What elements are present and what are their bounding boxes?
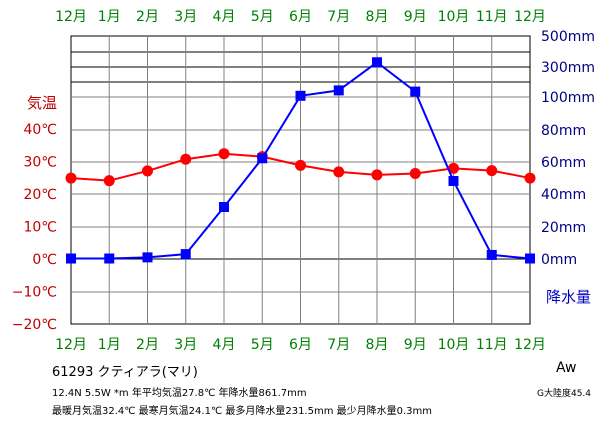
precip-tick-label: 0mm xyxy=(541,252,577,268)
precipitation-point xyxy=(180,249,191,260)
precip-tick-label: 500mm xyxy=(541,29,595,45)
month-label-bottom: 9月 xyxy=(404,337,427,353)
precipitation-point xyxy=(104,253,115,264)
month-label-bottom: 8月 xyxy=(366,337,389,353)
month-label-bottom: 10月 xyxy=(438,337,470,353)
station-name: 61293 クティアラ(マリ) xyxy=(52,365,198,380)
temperature-point xyxy=(333,166,345,178)
precip-tick-label: 20mm xyxy=(541,220,586,236)
precip-tick-label: 300mm xyxy=(541,60,595,76)
temperature-point xyxy=(524,172,536,184)
precipitation-point xyxy=(372,57,382,68)
precipitation-point xyxy=(525,253,535,264)
temp-tick-label: 40℃ xyxy=(23,122,57,138)
month-label-bottom: 12月 xyxy=(514,337,546,353)
precipitation-point xyxy=(333,85,344,96)
station-coords-summary: 12.4N 5.5W *m 年平均気温27.8℃ 年降水量861.7mm xyxy=(52,388,307,399)
month-label-top: 4月 xyxy=(213,9,236,25)
month-label-top: 12月 xyxy=(55,9,87,25)
temp-tick-label: −10℃ xyxy=(12,285,57,301)
month-label-top: 7月 xyxy=(327,9,350,25)
month-label-top: 9月 xyxy=(404,9,427,25)
month-label-top: 3月 xyxy=(174,9,197,25)
month-label-bottom: 3月 xyxy=(174,337,197,353)
temp-tick-label: 20℃ xyxy=(23,187,57,203)
precipitation-point xyxy=(410,86,421,97)
month-label-top: 5月 xyxy=(251,9,274,25)
temperature-point xyxy=(142,165,153,177)
temp-tick-label: 0℃ xyxy=(32,252,57,268)
temperature-point xyxy=(486,165,498,177)
precipitation-point xyxy=(295,90,306,101)
station-extremes-summary: 最暖月気温32.4℃ 最寒月気温24.1℃ 最多月降水量231.5mm 最少月降… xyxy=(52,406,433,417)
precipitation-point xyxy=(66,253,76,264)
temperature-point xyxy=(218,148,230,160)
month-label-bottom: 2月 xyxy=(136,337,159,353)
climate-classification: Aw xyxy=(556,360,577,376)
month-label-bottom: 5月 xyxy=(251,337,274,353)
month-label-bottom: 12月 xyxy=(55,337,87,353)
temperature-point xyxy=(180,153,192,165)
temperature-point xyxy=(371,169,383,181)
temperature-point xyxy=(409,168,421,180)
month-label-bottom: 6月 xyxy=(289,337,312,353)
temp-tick-label: 10℃ xyxy=(23,220,57,236)
month-label-bottom: 7月 xyxy=(327,337,350,353)
precipitation-point xyxy=(257,153,268,164)
precipitation-point xyxy=(219,202,229,212)
temp-axis-label: 気温 xyxy=(27,94,57,112)
temperature-point xyxy=(295,159,306,171)
precipitation-point xyxy=(448,176,459,186)
month-label-bottom: 11月 xyxy=(476,337,508,353)
temp-tick-label: −20℃ xyxy=(12,317,57,333)
month-label-top: 10月 xyxy=(438,9,470,25)
month-label-top: 11月 xyxy=(476,9,508,25)
precipitation-point xyxy=(142,252,153,263)
month-label-top: 12月 xyxy=(514,9,546,25)
precip-tick-label: 80mm xyxy=(541,123,586,139)
month-label-top: 8月 xyxy=(366,9,389,25)
precipitation-point xyxy=(486,249,497,260)
month-label-top: 1月 xyxy=(98,9,121,25)
temperature-point xyxy=(448,162,459,174)
month-label-top: 2月 xyxy=(136,9,159,25)
precip-tick-label: 100mm xyxy=(541,90,595,106)
precip-tick-label: 40mm xyxy=(541,187,586,203)
temperature-point xyxy=(65,172,77,184)
temp-tick-label: 30℃ xyxy=(23,155,57,171)
continentality-index: G大陸度45.4 xyxy=(537,389,592,399)
month-label-top: 6月 xyxy=(289,9,312,25)
precip-axis-label: 降水量 xyxy=(546,288,591,306)
precip-tick-label: 60mm xyxy=(541,155,586,171)
month-label-bottom: 1月 xyxy=(98,337,121,353)
month-label-bottom: 4月 xyxy=(213,337,236,353)
temperature-point xyxy=(103,175,115,187)
